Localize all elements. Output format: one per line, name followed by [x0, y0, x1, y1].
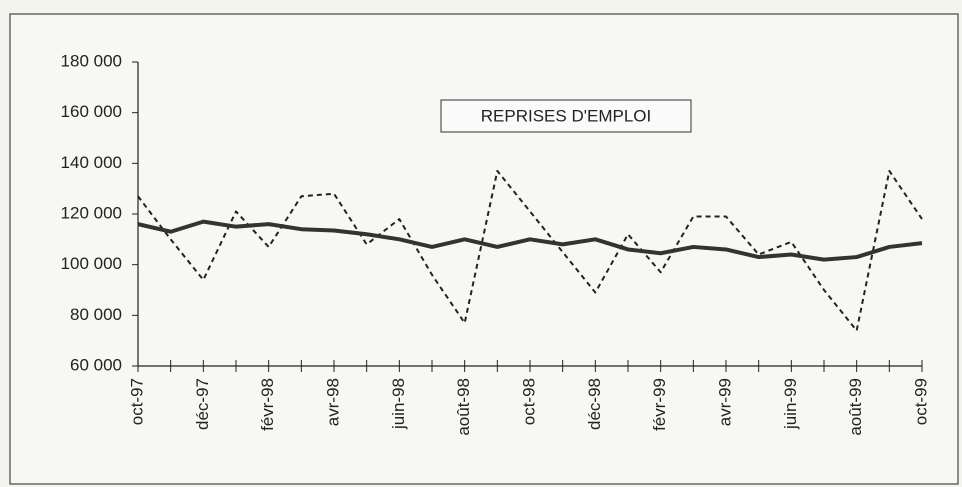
annotation: REPRISES D'EMPLOI: [481, 106, 651, 125]
x-tick-label: juin-99: [781, 378, 800, 430]
x-tick-label: févr-98: [258, 378, 277, 431]
x-tick-label: août-98: [454, 378, 473, 436]
x-tick-label: avr-99: [715, 378, 734, 426]
y-tick-label: 140 000: [61, 153, 122, 172]
x-tick-label: août-99: [846, 378, 865, 436]
x-tick-label: oct-97: [127, 378, 146, 425]
y-tick-label: 120 000: [61, 203, 122, 222]
y-tick-label: 80 000: [70, 305, 122, 324]
y-tick-label: 60 000: [70, 355, 122, 374]
x-tick-label: juin-98: [389, 378, 408, 430]
y-tick-label: 180 000: [61, 51, 122, 70]
x-tick-label: févr-99: [650, 378, 669, 431]
x-tick-label: avr-98: [323, 378, 342, 426]
y-tick-label: 100 000: [61, 254, 122, 273]
y-tick-label: 160 000: [61, 102, 122, 121]
x-tick-label: oct-99: [911, 378, 930, 425]
annotation-box: [440, 99, 692, 133]
chart-frame: [9, 13, 959, 485]
x-tick-label: déc-98: [585, 378, 604, 430]
x-tick-label: oct-98: [519, 378, 538, 425]
line: [137, 219, 923, 262]
x-tick-label: déc-97: [193, 378, 212, 430]
